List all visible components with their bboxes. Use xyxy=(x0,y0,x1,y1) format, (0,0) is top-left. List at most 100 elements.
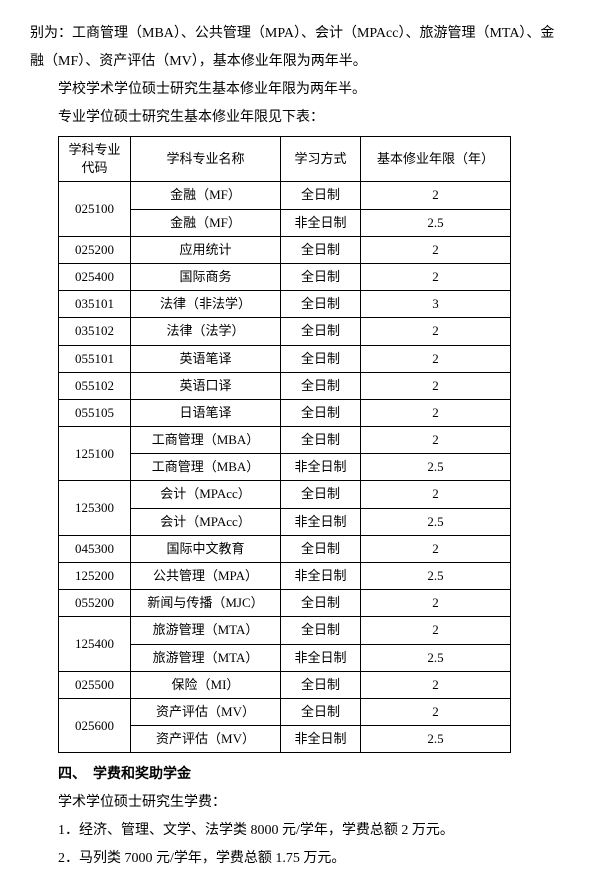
cell-name: 新闻与传播（MJC） xyxy=(131,590,281,617)
table-row: 035101法律（非法学）全日制3 xyxy=(59,291,511,318)
cell-code: 035101 xyxy=(59,291,131,318)
cell-mode: 全日制 xyxy=(281,590,361,617)
cell-mode: 全日制 xyxy=(281,182,361,209)
cell-years: 2.5 xyxy=(361,563,511,590)
cell-years: 2 xyxy=(361,671,511,698)
cell-mode: 非全日制 xyxy=(281,209,361,236)
table-row: 055102英语口译全日制2 xyxy=(59,372,511,399)
cell-code: 025200 xyxy=(59,236,131,263)
cell-name: 资产评估（MV） xyxy=(131,726,281,753)
table-row: 035102法律（法学）全日制2 xyxy=(59,318,511,345)
cell-name: 旅游管理（MTA） xyxy=(131,644,281,671)
cell-code: 025500 xyxy=(59,671,131,698)
cell-code: 055105 xyxy=(59,399,131,426)
col-name: 学科专业名称 xyxy=(131,137,281,182)
cell-mode: 全日制 xyxy=(281,481,361,508)
program-duration-table: 学科专业代码 学科专业名称 学习方式 基本修业年限（年） 025100金融（MF… xyxy=(58,136,511,753)
cell-mode: 全日制 xyxy=(281,671,361,698)
cell-name: 英语口译 xyxy=(131,372,281,399)
table-row: 025500保险（MI）全日制2 xyxy=(59,671,511,698)
cell-years: 2 xyxy=(361,399,511,426)
table-row: 045300国际中文教育全日制2 xyxy=(59,535,511,562)
cell-code: 125300 xyxy=(59,481,131,535)
col-years: 基本修业年限（年） xyxy=(361,137,511,182)
table-row: 125100工商管理（MBA）全日制2 xyxy=(59,427,511,454)
cell-mode: 全日制 xyxy=(281,698,361,725)
cell-years: 3 xyxy=(361,291,511,318)
cell-mode: 全日制 xyxy=(281,399,361,426)
cell-name: 旅游管理（MTA） xyxy=(131,617,281,644)
cell-years: 2.5 xyxy=(361,726,511,753)
cell-code: 025400 xyxy=(59,263,131,290)
table-row: 055200新闻与传播（MJC）全日制2 xyxy=(59,590,511,617)
cell-years: 2 xyxy=(361,590,511,617)
cell-code: 125100 xyxy=(59,427,131,481)
table-row: 125300会计（MPAcc）全日制2 xyxy=(59,481,511,508)
table-row: 055105日语笔译全日制2 xyxy=(59,399,511,426)
cell-name: 资产评估（MV） xyxy=(131,698,281,725)
cell-mode: 全日制 xyxy=(281,318,361,345)
cell-years: 2 xyxy=(361,617,511,644)
table-row: 025200应用统计全日制2 xyxy=(59,236,511,263)
cell-code: 035102 xyxy=(59,318,131,345)
cell-name: 工商管理（MBA） xyxy=(131,454,281,481)
cell-name: 英语笔译 xyxy=(131,345,281,372)
section-4-title: 四、 学费和奖助学金 xyxy=(30,761,563,789)
cell-code: 125200 xyxy=(59,563,131,590)
cell-years: 2.5 xyxy=(361,209,511,236)
intro-line-3: 专业学位硕士研究生基本修业年限见下表： xyxy=(30,104,563,132)
cell-years: 2 xyxy=(361,698,511,725)
cell-mode: 非全日制 xyxy=(281,563,361,590)
cell-mode: 全日制 xyxy=(281,427,361,454)
cell-mode: 全日制 xyxy=(281,345,361,372)
intro-line-1: 别为：工商管理（MBA）、公共管理（MPA）、会计（MPAcc）、旅游管理（MT… xyxy=(30,20,563,76)
cell-years: 2 xyxy=(361,535,511,562)
intro-line-2: 学校学术学位硕士研究生基本修业年限为两年半。 xyxy=(30,76,563,104)
cell-years: 2.5 xyxy=(361,644,511,671)
cell-years: 2 xyxy=(361,318,511,345)
cell-mode: 非全日制 xyxy=(281,644,361,671)
cell-years: 2 xyxy=(361,236,511,263)
table-row: 125400旅游管理（MTA）全日制2 xyxy=(59,617,511,644)
section-4-sub: 学术学位硕士研究生学费： xyxy=(30,789,563,817)
cell-code: 025600 xyxy=(59,698,131,752)
cell-name: 公共管理（MPA） xyxy=(131,563,281,590)
cell-name: 会计（MPAcc） xyxy=(131,481,281,508)
cell-name: 金融（MF） xyxy=(131,182,281,209)
cell-name: 日语笔译 xyxy=(131,399,281,426)
cell-name: 法律（非法学） xyxy=(131,291,281,318)
table-row: 025100金融（MF）全日制2 xyxy=(59,182,511,209)
cell-name: 金融（MF） xyxy=(131,209,281,236)
cell-mode: 全日制 xyxy=(281,617,361,644)
cell-years: 2 xyxy=(361,427,511,454)
table-row: 055101英语笔译全日制2 xyxy=(59,345,511,372)
section-4-item-2: 2．马列类 7000 元/学年，学费总额 1.75 万元。 xyxy=(30,845,563,873)
col-mode: 学习方式 xyxy=(281,137,361,182)
cell-years: 2 xyxy=(361,263,511,290)
cell-years: 2.5 xyxy=(361,508,511,535)
cell-mode: 全日制 xyxy=(281,291,361,318)
cell-mode: 非全日制 xyxy=(281,454,361,481)
table-header-row: 学科专业代码 学科专业名称 学习方式 基本修业年限（年） xyxy=(59,137,511,182)
cell-code: 025100 xyxy=(59,182,131,236)
cell-years: 2 xyxy=(361,345,511,372)
table-row: 125200公共管理（MPA）非全日制2.5 xyxy=(59,563,511,590)
cell-years: 2.5 xyxy=(361,454,511,481)
cell-mode: 全日制 xyxy=(281,263,361,290)
cell-name: 法律（法学） xyxy=(131,318,281,345)
cell-name: 保险（MI） xyxy=(131,671,281,698)
cell-years: 2 xyxy=(361,182,511,209)
cell-mode: 非全日制 xyxy=(281,726,361,753)
cell-code: 055200 xyxy=(59,590,131,617)
cell-name: 国际中文教育 xyxy=(131,535,281,562)
cell-name: 工商管理（MBA） xyxy=(131,427,281,454)
section-4-item-1: 1．经济、管理、文学、法学类 8000 元/学年，学费总额 2 万元。 xyxy=(30,817,563,845)
cell-name: 应用统计 xyxy=(131,236,281,263)
cell-mode: 非全日制 xyxy=(281,508,361,535)
cell-name: 会计（MPAcc） xyxy=(131,508,281,535)
table-row: 025400国际商务全日制2 xyxy=(59,263,511,290)
cell-mode: 全日制 xyxy=(281,236,361,263)
cell-name: 国际商务 xyxy=(131,263,281,290)
cell-years: 2 xyxy=(361,481,511,508)
cell-code: 055101 xyxy=(59,345,131,372)
